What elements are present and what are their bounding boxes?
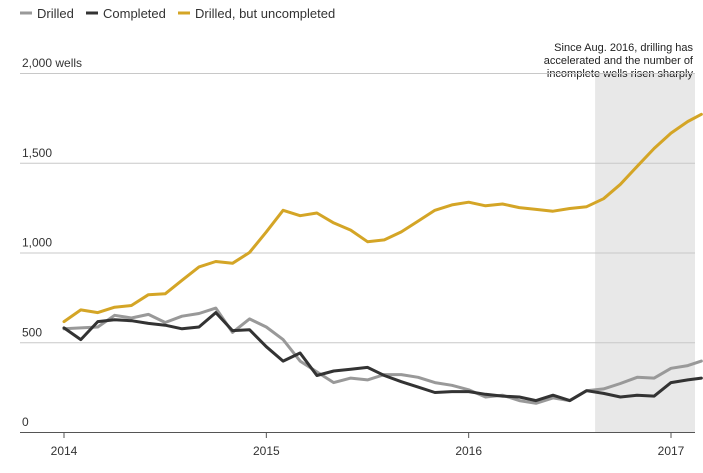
legend-item-completed: Completed xyxy=(86,6,166,21)
y-tick-label-2000: 2,000 wells xyxy=(22,56,82,70)
legend-label-drilled: Drilled xyxy=(37,6,74,21)
annotation: Since Aug. 2016, drilling has accelerate… xyxy=(544,42,694,80)
x-tick-label-2015: 2015 xyxy=(253,444,280,458)
y-tick-label-500: 500 xyxy=(22,325,42,339)
x-tick-label-2016: 2016 xyxy=(455,444,482,458)
legend-item-drilled: Drilled xyxy=(20,6,74,21)
y-tick-label-0: 0 xyxy=(22,415,29,429)
series-line-uncompleted xyxy=(62,112,703,324)
y-axis-labels: 0 500 1,000 1,500 2,000 wells xyxy=(22,56,82,429)
y-tick-label-1500: 1,500 xyxy=(22,146,52,160)
legend-item-uncompleted: Drilled, but uncompleted xyxy=(178,6,335,21)
x-tick-label-2017: 2017 xyxy=(658,444,685,458)
series-line-completed xyxy=(62,311,703,403)
legend: Drilled Completed Drilled, but uncomplet… xyxy=(20,6,335,21)
legend-label-completed: Completed xyxy=(103,6,166,21)
x-axis: 2014 2015 2016 2017 xyxy=(51,432,685,458)
annotation-line-1: Since Aug. 2016, drilling has xyxy=(554,42,693,54)
legend-label-uncompleted: Drilled, but uncompleted xyxy=(195,6,335,21)
gridlines xyxy=(20,73,695,433)
annotation-line-2: accelerated and the number of xyxy=(544,55,694,67)
x-tick-label-2014: 2014 xyxy=(51,444,78,458)
y-tick-label-1000: 1,000 xyxy=(22,236,52,250)
series-lines xyxy=(62,112,703,405)
